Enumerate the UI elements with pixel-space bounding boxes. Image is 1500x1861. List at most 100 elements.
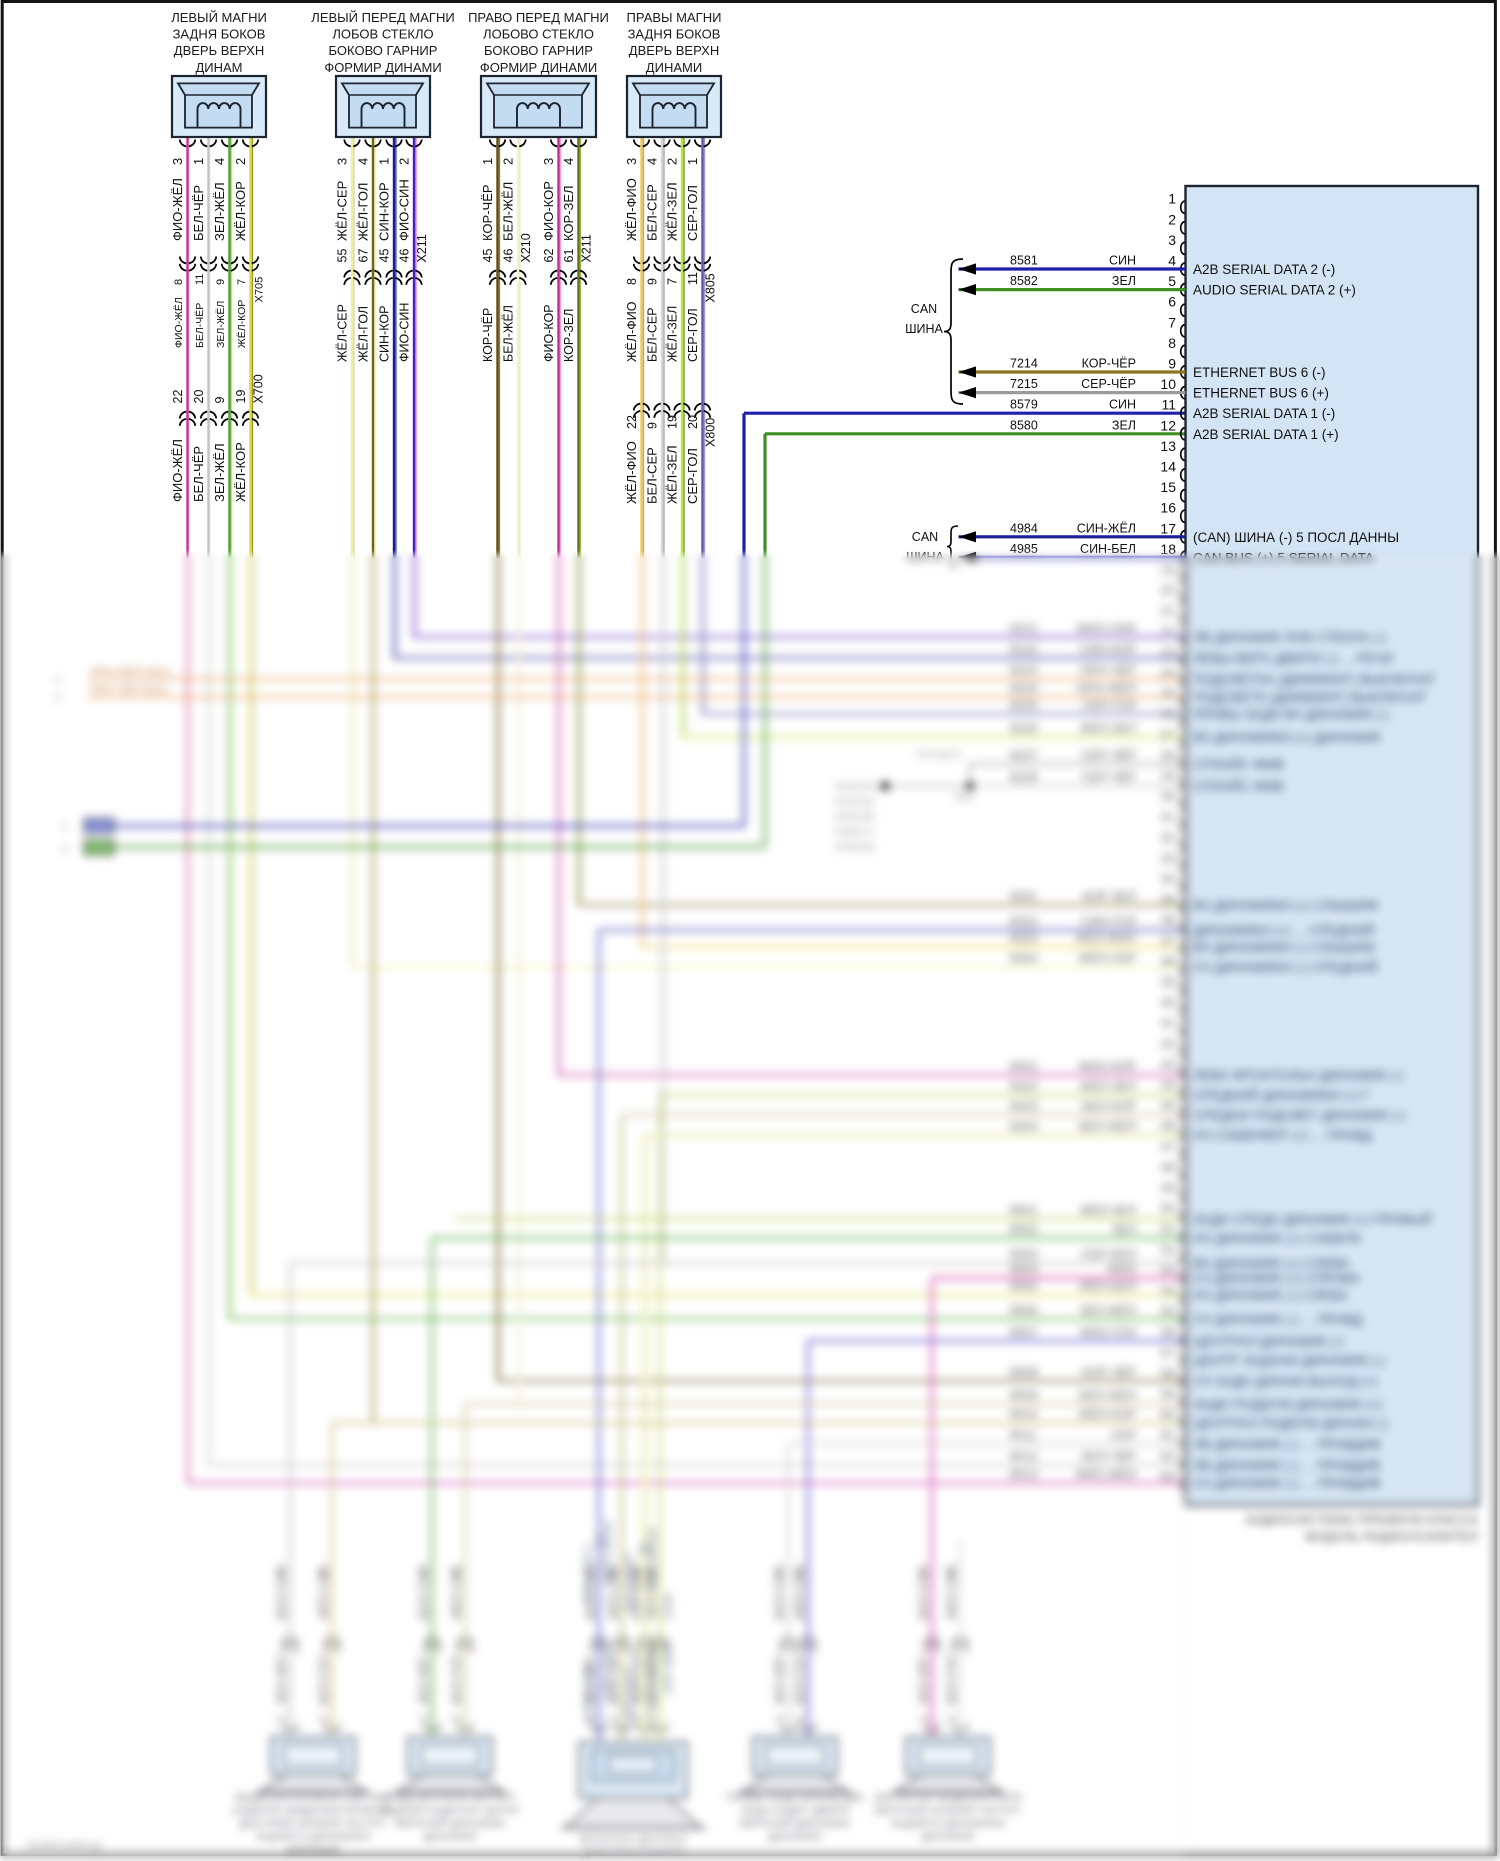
- svg-text:ЗЕЛ: ЗЕЛ: [1112, 418, 1136, 432]
- svg-text:ЖЁЛ-СЕР: ЖЁЛ-СЕР: [336, 304, 350, 362]
- svg-text:61: 61: [562, 249, 576, 263]
- svg-text:CAN: CAN: [912, 530, 938, 544]
- svg-text:СЕР-ГОЛ: СЕР-ГОЛ: [685, 185, 700, 241]
- svg-text:КОР-ЗЕЛ: КОР-ЗЕЛ: [561, 185, 576, 241]
- svg-text:СЕР-ГОЛ: СЕР-ГОЛ: [685, 448, 700, 504]
- svg-text:11: 11: [686, 272, 700, 285]
- svg-text:СИН: СИН: [1109, 254, 1136, 268]
- svg-text:7214: 7214: [1010, 357, 1038, 371]
- svg-text:ДИНАМИ: ДИНАМИ: [646, 60, 702, 75]
- svg-text:СИН-КОР: СИН-КОР: [377, 182, 392, 241]
- svg-text:A2B SERIAL DATA 1 (+): A2B SERIAL DATA 1 (+): [1193, 427, 1339, 442]
- svg-text:ФИО-СИН: ФИО-СИН: [398, 303, 412, 362]
- svg-text:A2B SERIAL DATA 2 (-): A2B SERIAL DATA 2 (-): [1193, 262, 1335, 277]
- svg-text:6: 6: [1168, 294, 1176, 310]
- svg-text:X211: X211: [580, 234, 594, 262]
- svg-text:БЕЛ-ЧЁР: БЕЛ-ЧЁР: [191, 446, 206, 502]
- svg-text:ЗЕЛ-ЖЁЛ: ЗЕЛ-ЖЁЛ: [212, 443, 227, 502]
- svg-text:ФИО-ЖЁЛ: ФИО-ЖЁЛ: [170, 439, 185, 502]
- svg-text:1: 1: [191, 158, 206, 165]
- svg-text:13: 13: [1160, 438, 1176, 454]
- svg-text:9: 9: [646, 278, 660, 285]
- svg-text:ПРАВЫ МАГНИ: ПРАВЫ МАГНИ: [627, 10, 722, 25]
- svg-text:4: 4: [645, 158, 660, 165]
- svg-text:2: 2: [233, 158, 248, 165]
- svg-text:8: 8: [1168, 335, 1176, 351]
- svg-text:ДВЕРЬ ВЕРХН: ДВЕРЬ ВЕРХН: [629, 43, 719, 58]
- svg-text:ЗАДНЯ БОКОВ: ЗАДНЯ БОКОВ: [173, 27, 266, 42]
- svg-text:9: 9: [1168, 356, 1176, 372]
- svg-text:ЖЁЛ-ФИО: ЖЁЛ-ФИО: [625, 301, 639, 362]
- svg-text:БЕЛ-ЖЁЛ: БЕЛ-ЖЁЛ: [501, 182, 516, 241]
- svg-text:ЖЁЛ-ГОЛ: ЖЁЛ-ГОЛ: [356, 183, 371, 241]
- svg-text:11: 11: [1161, 397, 1176, 413]
- svg-text:ФИО-КОР: ФИО-КОР: [541, 181, 556, 241]
- svg-text:4: 4: [1168, 253, 1176, 269]
- svg-text:ЛОБОВО СТЕКЛО: ЛОБОВО СТЕКЛО: [483, 27, 594, 42]
- svg-text:БЕЛ-ЖЁЛ: БЕЛ-ЖЁЛ: [502, 305, 516, 362]
- svg-text:3: 3: [335, 158, 350, 165]
- svg-text:ЖЁЛ-КОР: ЖЁЛ-КОР: [236, 300, 248, 348]
- svg-text:ЖЁЛ-КОР: ЖЁЛ-КОР: [233, 442, 248, 502]
- svg-text:8: 8: [625, 278, 639, 285]
- svg-text:4984: 4984: [1010, 521, 1038, 535]
- svg-text:1: 1: [480, 158, 495, 165]
- svg-text:3: 3: [624, 158, 639, 165]
- svg-text:X805: X805: [704, 273, 718, 302]
- svg-text:ЖЁЛ-ГОЛ: ЖЁЛ-ГОЛ: [357, 306, 371, 362]
- svg-text:7215: 7215: [1010, 377, 1038, 391]
- svg-text:46: 46: [398, 249, 412, 263]
- svg-text:БЕЛ-ЧЁР: БЕЛ-ЧЁР: [191, 185, 206, 241]
- svg-text:46: 46: [502, 249, 516, 263]
- svg-text:ЖЁЛ-ЗЕЛ: ЖЁЛ-ЗЕЛ: [665, 182, 680, 241]
- svg-text:15: 15: [1160, 479, 1176, 495]
- svg-text:ЖЁЛ-ЗЕЛ: ЖЁЛ-ЗЕЛ: [666, 306, 680, 362]
- svg-text:7: 7: [1168, 314, 1176, 330]
- svg-text:(CAN) ШИНА (-) 5 ПОСЛ ДАННЫ: (CAN) ШИНА (-) 5 ПОСЛ ДАННЫ: [1193, 530, 1399, 545]
- svg-text:ФИО-ЖЁЛ: ФИО-ЖЁЛ: [173, 297, 185, 348]
- svg-text:ФОРМИР ДИНАМИ: ФОРМИР ДИНАМИ: [324, 60, 441, 75]
- svg-text:17: 17: [1160, 520, 1176, 536]
- svg-text:ЗЕЛ-ЖЁЛ: ЗЕЛ-ЖЁЛ: [215, 301, 227, 348]
- svg-text:14: 14: [1160, 459, 1176, 475]
- svg-text:БЕЛ-СЕР: БЕЛ-СЕР: [645, 447, 660, 504]
- svg-text:ФИО-ЖЁЛ: ФИО-ЖЁЛ: [170, 178, 185, 241]
- svg-text:ДИНАМ: ДИНАМ: [195, 60, 242, 75]
- svg-text:КОР-ЧЁР: КОР-ЧЁР: [1082, 357, 1136, 371]
- svg-text:7: 7: [236, 279, 248, 285]
- svg-text:1: 1: [1168, 191, 1176, 207]
- svg-text:2: 2: [1168, 211, 1176, 227]
- svg-text:ЖЁЛ-ФИО: ЖЁЛ-ФИО: [624, 441, 639, 504]
- svg-text:62: 62: [542, 249, 556, 263]
- svg-text:11: 11: [194, 274, 206, 285]
- svg-text:20: 20: [686, 415, 700, 429]
- svg-text:3: 3: [170, 158, 185, 165]
- svg-text:4: 4: [212, 158, 227, 165]
- svg-text:КОР-ЧЁР: КОР-ЧЁР: [481, 308, 495, 362]
- svg-text:СИН-КОР: СИН-КОР: [378, 306, 392, 362]
- svg-text:СЕР-ГОЛ: СЕР-ГОЛ: [686, 308, 700, 362]
- svg-text:A2B SERIAL DATA 1 (-): A2B SERIAL DATA 1 (-): [1193, 406, 1335, 421]
- svg-text:AUDIO SERIAL DATA 2 (+): AUDIO SERIAL DATA 2 (+): [1193, 283, 1356, 298]
- svg-text:67: 67: [357, 249, 371, 263]
- svg-text:ЗЕЛ-ЖЁЛ: ЗЕЛ-ЖЁЛ: [212, 182, 227, 241]
- svg-text:ЛЕВЫЙ ПЕРЕД МАГНИ: ЛЕВЫЙ ПЕРЕД МАГНИ: [311, 10, 454, 25]
- svg-text:ЖЁЛ-КОР: ЖЁЛ-КОР: [233, 181, 248, 241]
- svg-text:1: 1: [685, 158, 700, 165]
- svg-text:ЛОБОВ СТЕКЛО: ЛОБОВ СТЕКЛО: [332, 27, 433, 42]
- svg-text:4: 4: [356, 158, 371, 165]
- svg-text:9: 9: [213, 397, 227, 404]
- svg-text:8580: 8580: [1010, 418, 1038, 432]
- svg-text:9: 9: [646, 422, 660, 429]
- svg-text:8: 8: [173, 279, 185, 285]
- svg-text:БОКОВО ГАРНИР: БОКОВО ГАРНИР: [484, 43, 593, 58]
- svg-text:БЕЛ-ЧЁР: БЕЛ-ЧЁР: [194, 303, 206, 348]
- svg-text:ЗАДНЯ БОКОВ: ЗАДНЯ БОКОВ: [628, 27, 721, 42]
- svg-text:16: 16: [1160, 500, 1176, 516]
- svg-text:8582: 8582: [1010, 274, 1038, 288]
- svg-text:ЖЁЛ-ФИО: ЖЁЛ-ФИО: [624, 178, 639, 241]
- svg-text:ПРАВО ПЕРЕД МАГНИ: ПРАВО ПЕРЕД МАГНИ: [468, 10, 609, 25]
- svg-text:22: 22: [625, 415, 639, 429]
- svg-text:8581: 8581: [1010, 254, 1038, 268]
- svg-text:9: 9: [215, 279, 227, 285]
